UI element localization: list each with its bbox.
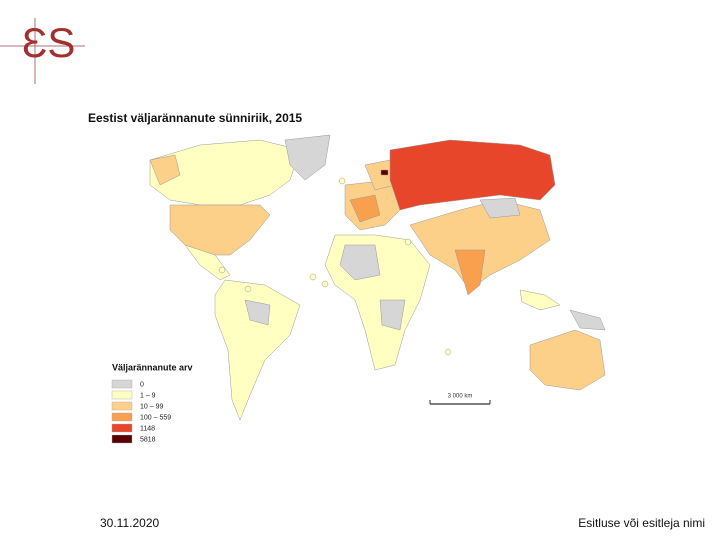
legend-swatch (111, 412, 133, 422)
country (169, 204, 271, 256)
legend-swatch (111, 390, 133, 400)
legend-swatch (111, 434, 133, 444)
scale-label: 3 000 km (448, 394, 473, 400)
legend: Väljarännanute arv 0 1 – 9 10 – 99 100 – 55… (111, 362, 193, 444)
legend-label: 0 (140, 381, 144, 388)
legend-label: 10 – 99 (140, 403, 163, 410)
country (244, 285, 252, 293)
legend-label: 5818 (140, 436, 156, 443)
country (444, 348, 452, 356)
country (379, 299, 406, 331)
map-title: Eestist väljarännanute sünniriik, 2015 (88, 111, 302, 125)
country (338, 177, 346, 185)
footer-presenter: Esitluse või esitleja nimi (578, 516, 705, 530)
country (519, 289, 561, 311)
country (284, 134, 331, 181)
footer-date: 30.11.2020 (100, 516, 159, 530)
legend-label: 100 – 559 (140, 414, 171, 421)
country (349, 194, 381, 223)
country (244, 299, 271, 326)
legend-label: 1 – 9 (140, 392, 156, 399)
country (454, 249, 486, 296)
legend-swatch (111, 379, 133, 389)
country (321, 280, 329, 288)
country (149, 154, 181, 186)
legend-label: 1148 (140, 425, 155, 432)
legend-swatch (111, 423, 133, 433)
world-map (149, 134, 606, 421)
country (479, 197, 521, 219)
country (214, 279, 301, 421)
country (184, 244, 231, 281)
country (324, 234, 431, 371)
country (380, 169, 389, 176)
legend-swatch (111, 401, 133, 411)
legend-title: Väljarännanute arv (112, 362, 193, 372)
country (149, 139, 301, 206)
country (569, 309, 606, 331)
country (339, 244, 381, 281)
country (404, 238, 412, 246)
logo: ƐS (22, 19, 75, 66)
country (389, 139, 556, 211)
country (529, 329, 606, 391)
country (309, 273, 317, 281)
country (218, 266, 226, 274)
